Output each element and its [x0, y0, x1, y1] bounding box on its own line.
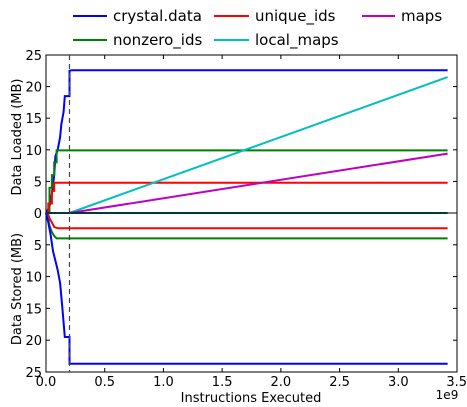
y-tick-label-stored: 20	[25, 334, 42, 349]
y-tick-label-stored: 15	[25, 302, 42, 317]
series-loaded-unique-ids	[46, 181, 448, 214]
x-axis-exponent: 1e9	[436, 388, 459, 402]
legend-label-crystal-data: crystal.data	[113, 7, 202, 25]
y-tick-label-loaded: 5	[34, 175, 42, 190]
legend-label-unique-ids: unique_ids	[255, 7, 336, 26]
legend-item-local-maps: local_maps	[214, 31, 339, 50]
y-tick-label-loaded: 15	[25, 112, 42, 127]
legend-item-unique-ids: unique_ids	[214, 7, 336, 26]
legend-label-nonzero-ids: nonzero_ids	[113, 31, 202, 50]
legend: crystal.data unique_ids maps nonzero_ids…	[73, 7, 442, 50]
x-tick-label: 3.5	[446, 375, 467, 390]
y-tick-label-stored: 10	[25, 271, 42, 286]
series-stored-nonzero-ids	[45, 212, 448, 240]
plot-frame-stored	[45, 212, 458, 373]
x-tick-label: 1.5	[212, 375, 233, 390]
y-tick-label-loaded: 10	[25, 144, 42, 159]
x-axis-label: Instructions Executed	[181, 391, 322, 406]
legend-item-maps: maps	[362, 7, 442, 25]
legend-label-maps: maps	[401, 7, 442, 25]
series-stored-crystal-data	[45, 212, 448, 365]
x-tick-label: 1.0	[153, 375, 174, 390]
y-tick-label-stored: 5	[34, 239, 42, 254]
x-tick-label: 2.0	[271, 375, 292, 390]
legend-label-local-maps: local_maps	[255, 31, 339, 50]
series-stored-unique-ids	[45, 212, 448, 230]
y-axis-label-loaded: Data Loaded (MB)	[10, 78, 25, 195]
series-loaded-crystal-data	[45, 69, 448, 214]
x-tick-label: 3.0	[388, 375, 409, 390]
plot-frame-loaded	[45, 54, 458, 214]
legend-item-nonzero-ids: nonzero_ids	[73, 31, 202, 50]
y-tick-label-stored: 25	[25, 366, 42, 381]
y-axis-label-stored: Data Stored (MB)	[10, 233, 25, 345]
series-loaded-nonzero-ids	[46, 149, 448, 214]
y-tick-label-loaded: 0	[34, 207, 42, 222]
legend-item-crystal-data: crystal.data	[73, 7, 202, 25]
x-tick-label: 2.5	[329, 375, 350, 390]
y-tick-label-loaded: 20	[25, 81, 42, 96]
y-tick-label-loaded: 25	[25, 49, 42, 64]
x-tick-label: 0.5	[94, 375, 115, 390]
panel-loaded: 0 5 10 15 20 25	[25, 49, 458, 222]
panel-stored: 5 10 15 20 25	[25, 212, 458, 381]
x-tick-label: 0.0	[36, 375, 57, 390]
series-loaded-local-maps	[69, 76, 448, 214]
series-loaded-maps	[69, 152, 448, 214]
